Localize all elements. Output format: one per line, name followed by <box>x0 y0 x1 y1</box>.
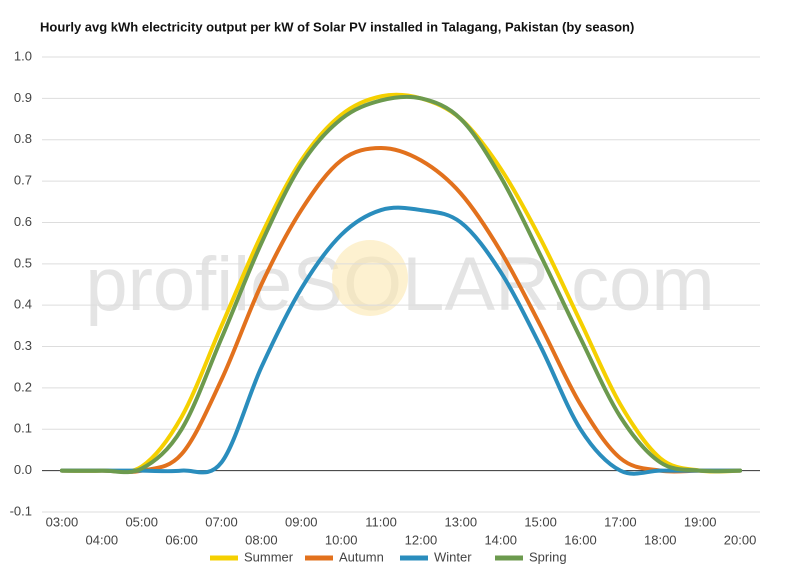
x-tick-label: 19:00 <box>684 514 717 529</box>
x-tick-label: 14:00 <box>484 532 517 547</box>
legend-label: Winter <box>434 549 472 564</box>
y-tick-label: -0.1 <box>10 503 32 518</box>
y-tick-label: 0.6 <box>14 214 32 229</box>
chart-title: Hourly avg kWh electricity output per kW… <box>40 19 634 34</box>
y-tick-label: 0.3 <box>14 338 32 353</box>
legend: Summer Autumn Winter Spring <box>210 549 567 564</box>
x-tick-label: 16:00 <box>564 532 597 547</box>
legend-label: Summer <box>244 549 294 564</box>
y-tick-label: 0.0 <box>14 462 32 477</box>
x-tick-label: 03:00 <box>46 514 79 529</box>
watermark-sun <box>332 240 408 316</box>
y-tick-label: 0.4 <box>14 297 32 312</box>
series-line <box>59 92 743 474</box>
x-tick-label: 13:00 <box>445 514 478 529</box>
x-tick-label: 06:00 <box>165 532 198 547</box>
series-line <box>59 94 743 475</box>
legend-label: Spring <box>529 549 567 564</box>
x-tick-label: 09:00 <box>285 514 318 529</box>
x-tick-label: 11:00 <box>365 514 397 529</box>
grid: -0.1 0.0 0.1 0.2 0.3 0.4 0.5 0.6 0.7 0.8 0.9 1.0 03:… <box>10 48 760 547</box>
x-tick-label: 20:00 <box>724 532 757 547</box>
series-line <box>59 205 743 476</box>
x-tick-label: 18:00 <box>644 532 677 547</box>
y-tick-label: 0.9 <box>14 90 32 105</box>
series-line <box>59 146 743 474</box>
y-tick-label: 0.5 <box>14 255 32 270</box>
x-tick-label: 12:00 <box>405 532 438 547</box>
x-tick-label: 05:00 <box>125 514 158 529</box>
x-tick-label: 10:00 <box>325 532 358 547</box>
x-tick-label: 17:00 <box>604 514 637 529</box>
x-tick-label: 04:00 <box>86 532 119 547</box>
y-tick-label: 0.7 <box>14 173 32 188</box>
y-tick-label: 1.0 <box>14 48 32 63</box>
y-tick-label: 0.8 <box>14 131 32 146</box>
x-tick-label: 08:00 <box>245 532 278 547</box>
y-tick-label: 0.1 <box>14 421 32 436</box>
lines <box>59 92 743 476</box>
legend-label: Autumn <box>339 549 384 564</box>
y-tick-label: 0.2 <box>14 379 32 394</box>
x-tick-label: 15:00 <box>524 514 557 529</box>
x-tick-label: 07:00 <box>205 514 238 529</box>
